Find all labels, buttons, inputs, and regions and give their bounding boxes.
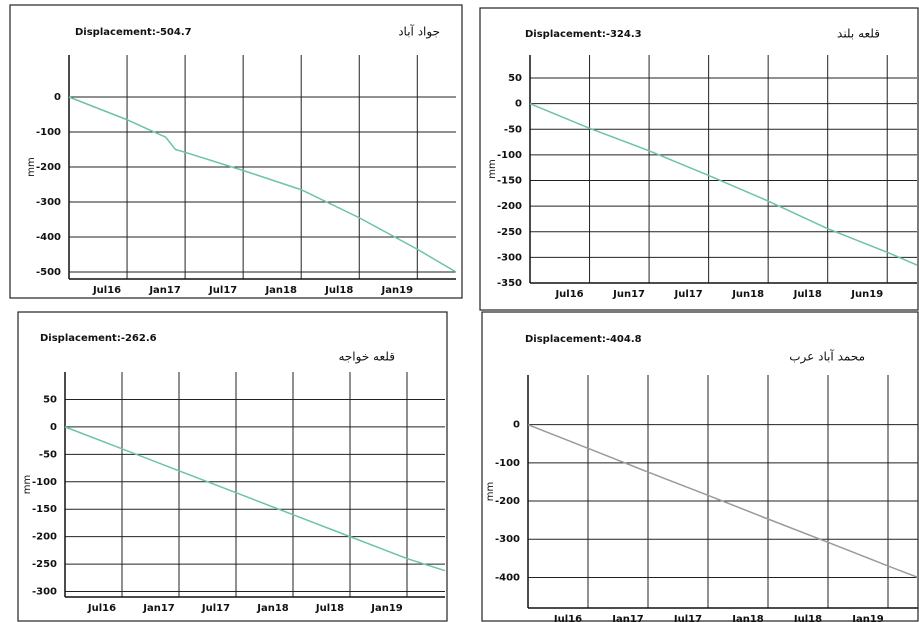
y-tick-label: 0 (54, 92, 61, 103)
x-tick-label: Jul18 (324, 285, 353, 296)
x-tick-label: Jul17 (208, 285, 237, 296)
y-tick-label: -100 (497, 150, 522, 161)
chart-subtitle: قلعه بلند (837, 27, 880, 41)
y-tick-label: -200 (32, 532, 57, 543)
chart-subtitle: جواد آباد (398, 24, 440, 40)
chart-frame (480, 8, 918, 310)
x-tick-label: Jan19 (381, 285, 414, 296)
y-tick-label: -200 (36, 162, 61, 173)
y-tick-label: -300 (36, 197, 61, 208)
x-tick-label: Jul17 (673, 614, 702, 622)
chart-title: Displacement:-404.8 (525, 334, 642, 345)
y-tick-label: -250 (32, 559, 57, 570)
y-tick-label: -200 (497, 201, 522, 212)
y-tick-label: -150 (32, 504, 57, 515)
y-tick-label: -350 (497, 278, 522, 289)
x-tick-label: Jul17 (674, 289, 703, 300)
x-tick-label: Jan19 (370, 603, 403, 614)
x-tick-label: Jul18 (793, 289, 822, 300)
x-tick-label: Jan19 (851, 614, 884, 622)
y-tick-label: -400 (495, 572, 520, 583)
x-tick-label: Jan17 (611, 614, 644, 622)
x-tick-label: Jul18 (793, 614, 822, 622)
chart-title: Displacement:-504.7 (75, 27, 192, 38)
x-tick-label: Jun18 (731, 289, 764, 300)
x-tick-label: Jan18 (264, 285, 297, 296)
chart-subtitle: محمد آباد عرب (789, 349, 865, 365)
x-tick-label: Jan18 (256, 603, 289, 614)
y-tick-label: -100 (32, 477, 57, 488)
y-tick-label: 0 (50, 422, 57, 433)
x-tick-label: Jun17 (612, 289, 645, 300)
x-tick-label: Jan17 (142, 603, 175, 614)
y-tick-label: -150 (497, 176, 522, 187)
y-tick-label: -250 (497, 227, 522, 238)
chart-subtitle: قلعه خواجه (338, 350, 395, 365)
y-tick-label: -50 (39, 449, 57, 460)
chart-title: Displacement:-262.6 (40, 333, 157, 344)
x-tick-label: Jul18 (315, 603, 344, 614)
y-tick-label: 50 (508, 73, 522, 84)
figure: Displacement:-504.7جواد آبادmm0-100-200-… (0, 0, 919, 622)
x-tick-label: Jul16 (92, 285, 121, 296)
chart-title: Displacement:-324.3 (525, 29, 642, 40)
chart-frame (10, 5, 462, 298)
y-tick-label: -100 (36, 127, 61, 138)
y-tick-label: 0 (515, 99, 522, 110)
y-tick-label: 50 (43, 394, 57, 405)
y-tick-label: -200 (495, 496, 520, 507)
data-line (530, 104, 917, 265)
y-tick-label: -500 (36, 267, 61, 278)
x-tick-label: Jun19 (850, 289, 883, 300)
x-tick-label: Jul16 (554, 289, 583, 300)
y-tick-label: -300 (497, 252, 522, 263)
y-tick-label: -300 (495, 534, 520, 545)
x-tick-label: Jan17 (148, 285, 181, 296)
x-tick-label: Jul16 (87, 603, 116, 614)
y-tick-label: -300 (32, 587, 57, 598)
y-tick-label: -50 (504, 124, 522, 135)
x-tick-label: Jul16 (553, 614, 582, 622)
y-tick-label: -400 (36, 232, 61, 243)
y-tick-label: -100 (495, 458, 520, 469)
x-tick-label: Jul17 (201, 603, 230, 614)
y-tick-label: 0 (513, 420, 520, 431)
x-tick-label: Jan18 (731, 614, 764, 622)
